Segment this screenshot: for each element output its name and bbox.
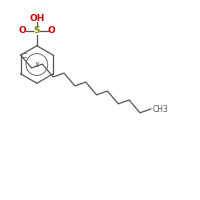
Text: CH3: CH3 [152,105,168,114]
Text: OH: OH [29,14,45,23]
Text: O: O [18,26,26,35]
Text: x: x [35,60,39,69]
Text: S: S [34,26,40,35]
Text: O: O [48,26,56,35]
